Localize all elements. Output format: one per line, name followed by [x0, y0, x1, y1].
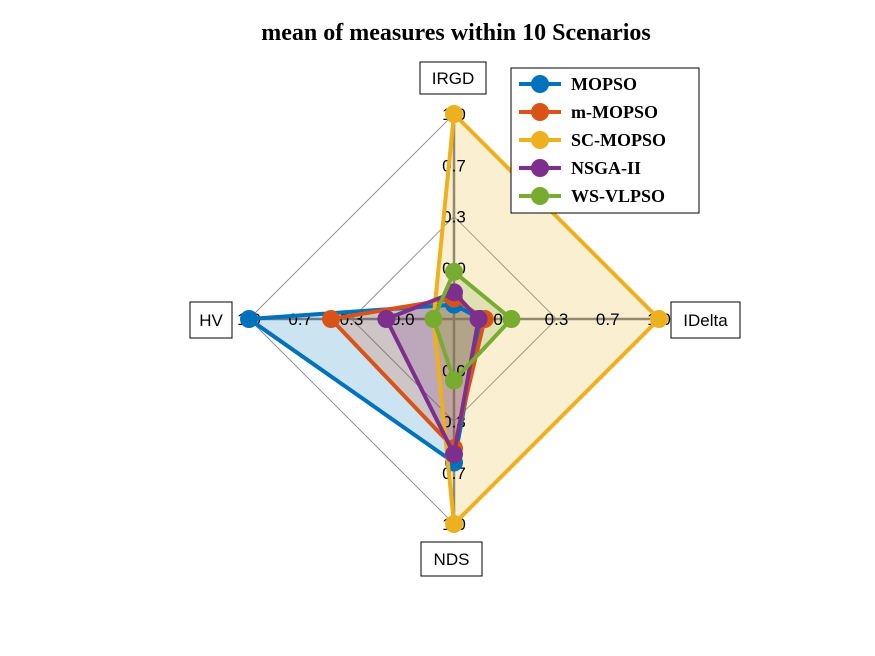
- data-point-sc-mopso-irgd: [445, 105, 463, 123]
- data-point-ws-vlpso-irgd: [445, 262, 463, 281]
- data-point-sc-mopso-idelta: [650, 310, 668, 328]
- axis-labels: IRGD IDelta NDS HV: [189, 61, 741, 577]
- series-fill-sc-mopso: [433, 114, 659, 524]
- svg-text:HV: HV: [199, 311, 223, 330]
- series-fills: [249, 114, 659, 524]
- axis-label-idelta: IDelta: [670, 301, 741, 339]
- data-point-nsga-ii-nds: [445, 445, 463, 464]
- svg-text:NDS: NDS: [434, 550, 470, 569]
- data-point-ws-vlpso-idelta: [502, 310, 521, 328]
- legend-item-mopso: MOPSO: [519, 74, 637, 94]
- legend-item-m-mopso: m-MOPSO: [519, 102, 658, 122]
- svg-text:WS-VLPSO: WS-VLPSO: [571, 186, 665, 206]
- svg-text:NSGA-II: NSGA-II: [571, 158, 641, 178]
- axis-label-hv: HV: [189, 301, 233, 339]
- axis-label-nds: NDS: [420, 541, 483, 577]
- series-fill-nsga-ii: [386, 292, 479, 455]
- svg-text:m-MOPSO: m-MOPSO: [571, 102, 658, 122]
- series-fill-m-mopso: [331, 298, 485, 449]
- series-lines: [240, 105, 668, 533]
- legend: MOPSO m-MOPSO SC-MOPSO NSGA-II WS-VLPSO: [510, 67, 700, 214]
- legend-item-nsga-ii: NSGA-II: [519, 158, 641, 178]
- svg-text:IDelta: IDelta: [683, 311, 728, 330]
- legend-item-ws-vlpso: WS-VLPSO: [519, 186, 665, 206]
- data-point-ws-vlpso-hv: [424, 310, 443, 328]
- chart-title: mean of measures within 10 Scenarios: [261, 20, 651, 46]
- data-point-ws-vlpso-nds: [445, 371, 463, 390]
- data-point-sc-mopso-nds: [445, 515, 463, 533]
- legend-item-sc-mopso: SC-MOPSO: [519, 130, 666, 150]
- data-point-mopso-hv: [240, 310, 258, 328]
- tick-label-idelta: 0.3: [545, 310, 569, 329]
- data-point-nsga-ii-hv: [377, 310, 396, 328]
- data-point-nsga-ii-irgd: [445, 283, 463, 302]
- svg-text:MOPSO: MOPSO: [571, 74, 637, 94]
- tick-label-idelta: 0.7: [596, 310, 620, 329]
- data-point-nsga-ii-idelta: [469, 310, 488, 328]
- series-fill-mopso: [249, 304, 481, 463]
- tick-label-irgd: 0.3: [442, 208, 466, 227]
- svg-text:SC-MOPSO: SC-MOPSO: [571, 130, 666, 150]
- tick-label-irgd: 0.7: [442, 156, 466, 175]
- svg-text:IRGD: IRGD: [432, 69, 475, 88]
- data-point-m-mopso-hv: [322, 310, 340, 328]
- axis-label-irgd: IRGD: [419, 61, 487, 95]
